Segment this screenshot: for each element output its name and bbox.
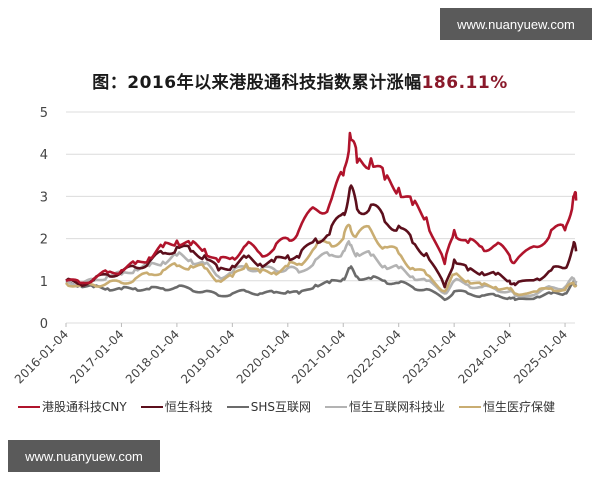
watermark-top: www.nuanyuew.com xyxy=(440,8,592,40)
x-tick-label: 2018-01-04 xyxy=(123,327,182,386)
x-tick-label: 2024-01-04 xyxy=(456,327,515,386)
series-line xyxy=(64,223,578,297)
x-axis-ticks: 2016-01-042017-01-042018-01-042019-01-04… xyxy=(12,323,570,386)
series-lines xyxy=(64,131,578,302)
x-tick-label: 2023-01-04 xyxy=(400,327,459,386)
legend-label: SHS互联网 xyxy=(250,400,311,414)
watermark-bottom: www.nuanyuew.com xyxy=(8,440,160,472)
legend-item: 恒生医疗保健 xyxy=(458,398,555,415)
legend-label: 恒生互联网科技业 xyxy=(348,400,445,414)
x-tick-label: 2019-01-04 xyxy=(178,327,237,386)
legend-swatch xyxy=(140,405,163,408)
series-line xyxy=(65,265,578,302)
legend-swatch xyxy=(18,405,40,408)
x-tick-label: 2021-01-04 xyxy=(289,327,348,386)
legend-item: 恒生互联网科技业 xyxy=(324,398,445,415)
x-tick-label: 2016-01-04 xyxy=(12,327,71,386)
gridlines xyxy=(66,111,575,324)
x-tick-label: 2017-01-04 xyxy=(67,327,126,386)
legend-swatch xyxy=(458,405,481,408)
legend-item: 恒生科技 xyxy=(140,398,213,415)
series-line xyxy=(65,240,578,298)
y-tick-label: 0 xyxy=(40,317,48,332)
legend-swatch xyxy=(324,405,347,408)
y-axis-ticks: 0 1 2 3 4 5 xyxy=(40,106,48,332)
y-tick-label: 1 xyxy=(40,275,48,290)
x-tick-label: 2020-01-04 xyxy=(234,327,293,386)
y-tick-label: 3 xyxy=(40,190,48,205)
legend-label: 港股通科技CNY xyxy=(42,400,127,414)
legend-label: 恒生医疗保健 xyxy=(482,400,555,414)
x-tick-label: 2022-01-04 xyxy=(345,327,404,386)
y-tick-label: 5 xyxy=(40,106,48,121)
legend-swatch xyxy=(226,405,249,408)
legend-label: 恒生科技 xyxy=(164,400,213,414)
series-line xyxy=(65,131,578,285)
chart-title-main: 图：2016年以来港股通科技指数累计涨幅 xyxy=(92,73,422,93)
x-tick-label: 2025-01-04 xyxy=(511,327,570,386)
chart-title: 图：2016年以来港股通科技指数累计涨幅186.11% xyxy=(0,68,600,93)
chart-title-highlight: 186.11% xyxy=(421,73,508,93)
legend-item: SHS互联网 xyxy=(226,398,311,415)
legend-item: 港股通科技CNY xyxy=(18,398,127,415)
series-line xyxy=(65,184,578,289)
chart-legend: 港股通科技CNY 恒生科技 SHS互联网 恒生互联网科技业 恒生医疗保健 xyxy=(18,398,598,415)
y-tick-label: 2 xyxy=(40,233,48,248)
y-tick-label: 4 xyxy=(40,148,48,163)
